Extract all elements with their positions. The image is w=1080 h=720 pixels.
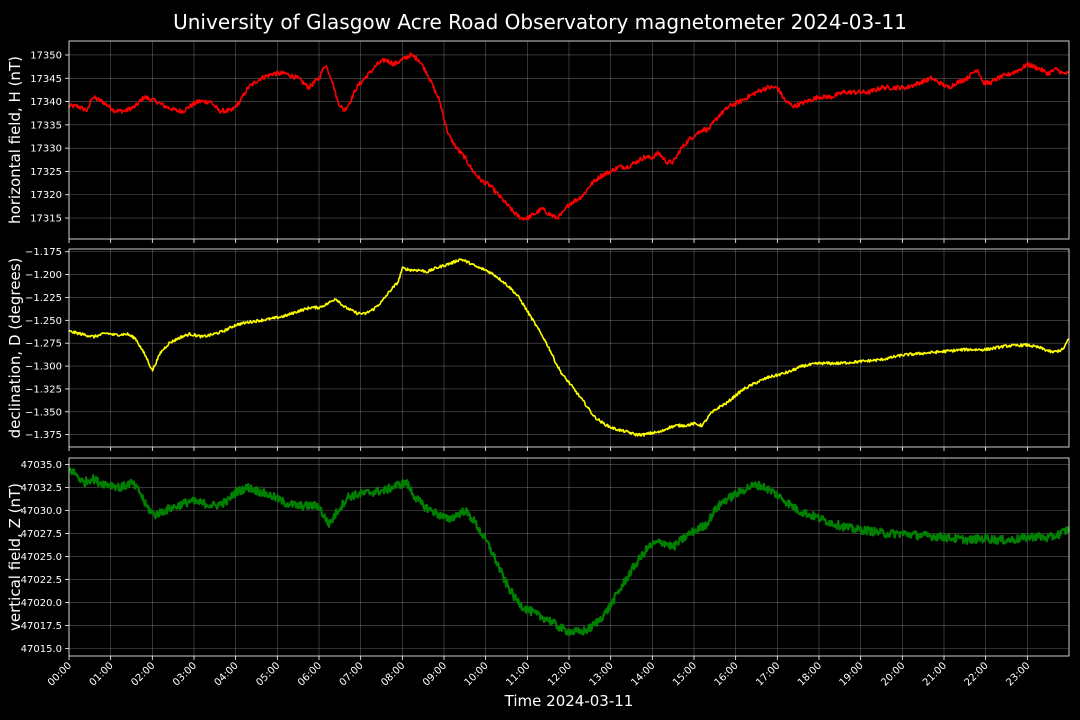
x-tick-label: 18:00 — [796, 660, 824, 688]
chart-title: University of Glasgow Acre Road Observat… — [173, 10, 907, 34]
x-tick-label: 07:00 — [338, 660, 366, 688]
data-series-line — [68, 258, 1070, 437]
x-tick-label: 06:00 — [296, 660, 324, 688]
y-tick-label: −1.175 — [25, 247, 62, 258]
x-tick-label: 10:00 — [463, 660, 491, 688]
panel-3: 47015.0 47017.5 47020.0 47022.5 47025.0 47027… — [6, 457, 1071, 660]
x-tick-label: 22:00 — [963, 660, 991, 688]
x-tick-label: 16:00 — [713, 660, 741, 688]
data-series-line — [68, 52, 1070, 221]
x-tick-label: 05:00 — [254, 660, 282, 688]
x-tick-label: 01:00 — [88, 660, 116, 688]
y-tick-label: −1.275 — [25, 339, 62, 350]
x-tick-label: 19:00 — [838, 660, 866, 688]
y-tick-label: 47015.0 — [21, 644, 62, 655]
x-tick-label: 02:00 — [129, 660, 157, 688]
x-tick-label: 15:00 — [671, 660, 699, 688]
y-tick-label: −1.300 — [25, 362, 62, 373]
y-tick-label: −1.375 — [25, 430, 62, 441]
y-tick-label: 17315 — [30, 214, 62, 225]
panel-1: 17315 17320 17325 17330 17335 17340 17345 17350… — [6, 40, 1070, 243]
y-tick-label: 17330 — [30, 144, 62, 155]
x-tick-label: 20:00 — [879, 660, 907, 688]
y-tick-label: 47030.0 — [21, 506, 62, 517]
y-tick-label: −1.250 — [25, 316, 62, 327]
y-tick-label: 17345 — [30, 74, 62, 85]
y-tick-label: 47032.5 — [21, 483, 62, 494]
x-tick-label: 23:00 — [1004, 660, 1032, 688]
panel-frame — [68, 248, 1070, 448]
x-tick-label: 09:00 — [421, 660, 449, 688]
y-tick-label: 17325 — [30, 167, 62, 178]
x-tick-label: 03:00 — [171, 660, 199, 688]
data-series-line — [68, 466, 1071, 637]
y-axis-label: declination, D (degrees) — [6, 258, 24, 439]
x-tick-label: 13:00 — [588, 660, 616, 688]
y-tick-label: 47020.0 — [21, 598, 62, 609]
y-tick-label: 47017.5 — [21, 621, 62, 632]
y-tick-label: 17335 — [30, 120, 62, 131]
y-tick-label: −1.200 — [25, 270, 62, 281]
y-tick-label: 47035.0 — [21, 460, 62, 471]
y-tick-label: 47025.0 — [21, 552, 62, 563]
y-tick-label: −1.325 — [25, 384, 62, 395]
x-axis-label: Time 2024-03-11 — [504, 692, 634, 710]
x-tick-label: 04:00 — [213, 660, 241, 688]
y-axis-label: vertical field, Z (nT) — [6, 483, 24, 631]
y-tick-label: −1.225 — [25, 293, 62, 304]
y-tick-label: 47022.5 — [21, 575, 62, 586]
x-tick-label: 00:00 — [46, 660, 74, 688]
x-tick-label: 21:00 — [921, 660, 949, 688]
x-tick-label: 12:00 — [546, 660, 574, 688]
panels-group: 17315 17320 17325 17330 17335 17340 17345 17350… — [6, 40, 1071, 689]
panel-frame — [68, 40, 1070, 240]
y-tick-label: 17320 — [30, 190, 62, 201]
x-tick-label: 11:00 — [504, 660, 532, 688]
panel-2: −1.375 −1.350 −1.325 −1.300 −1.275 −1.250 −1.2… — [6, 247, 1070, 451]
y-tick-label: 17350 — [30, 50, 62, 61]
x-tick-label: 14:00 — [629, 660, 657, 688]
x-tick-label: 17:00 — [754, 660, 782, 688]
y-tick-label: 47027.5 — [21, 529, 62, 540]
y-tick-label: 17340 — [30, 97, 62, 108]
x-tick-label: 08:00 — [379, 660, 407, 688]
y-tick-label: −1.350 — [25, 407, 62, 418]
panel-frame — [68, 457, 1070, 657]
y-axis-label: horizontal field, H (nT) — [6, 56, 24, 224]
